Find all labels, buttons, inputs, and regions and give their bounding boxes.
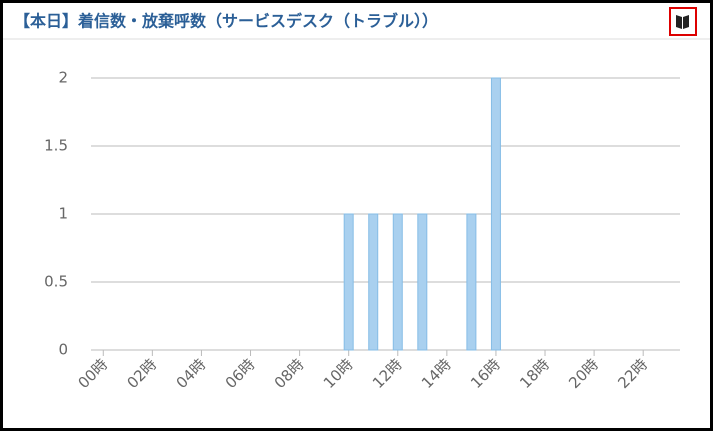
- y-tick-label: 0.5: [44, 273, 68, 291]
- bar: [490, 77, 501, 351]
- book-icon[interactable]: [676, 15, 689, 29]
- y-tick-label: 1: [58, 205, 68, 223]
- bar: [392, 213, 403, 351]
- y-tick-label: 2: [58, 69, 68, 87]
- bar: [466, 213, 477, 351]
- y-tick-label: 0: [58, 341, 68, 359]
- manual-button[interactable]: [669, 7, 697, 36]
- y-tick-label: 1.5: [44, 137, 68, 155]
- bar: [368, 213, 379, 351]
- bar: [343, 213, 354, 351]
- chart-title: 【本日】着信数・放棄呼数（サービスデスク（トラブル））: [14, 12, 438, 31]
- bar: [417, 213, 428, 351]
